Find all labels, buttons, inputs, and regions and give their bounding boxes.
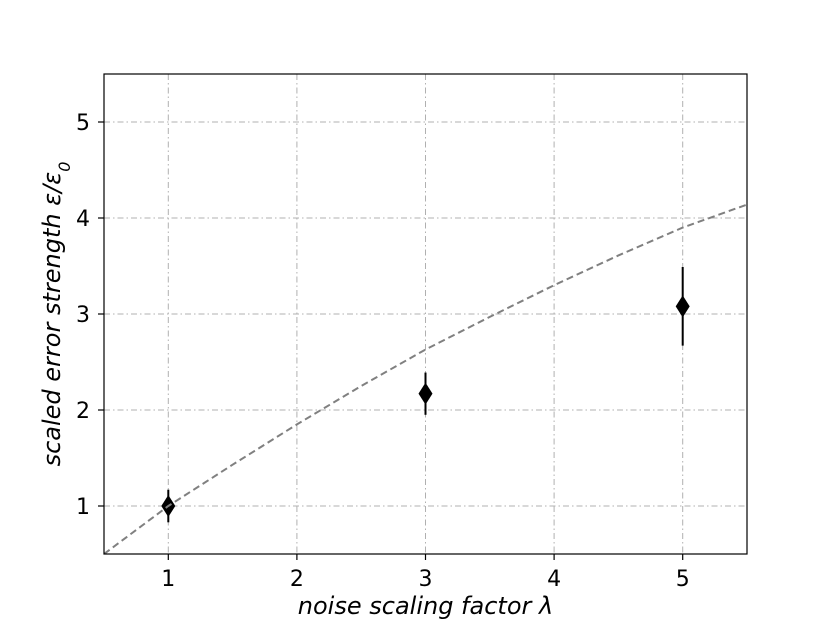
- x-axis-label: noise scaling factor λ: [298, 592, 553, 620]
- y-tick-label: 2: [76, 399, 90, 424]
- y-axis-label-text: scaled error strength ε/ε: [38, 172, 66, 467]
- grid-lines: [104, 74, 747, 554]
- x-tick-label: 1: [161, 567, 175, 592]
- x-tick-label: 2: [290, 567, 304, 592]
- dashed-fit-curve: [104, 203, 747, 554]
- y-tick-label: 4: [76, 207, 90, 232]
- x-tick-label: 3: [419, 567, 433, 592]
- axis-ticks: 1 2 3 4 5 1 2 3 4 5: [76, 111, 690, 592]
- data-point-diamond: [675, 295, 690, 318]
- data-point-diamond: [418, 382, 433, 405]
- y-axis-label: scaled error strength ε/ε0: [38, 162, 74, 467]
- y-tick-label: 3: [76, 303, 90, 328]
- y-tick-label: 1: [76, 495, 90, 520]
- y-axis-label-subscript: 0: [55, 162, 74, 172]
- x-tick-label: 5: [676, 567, 690, 592]
- series-layer: [104, 203, 747, 554]
- y-tick-label: 5: [76, 111, 90, 136]
- x-tick-label: 4: [547, 567, 561, 592]
